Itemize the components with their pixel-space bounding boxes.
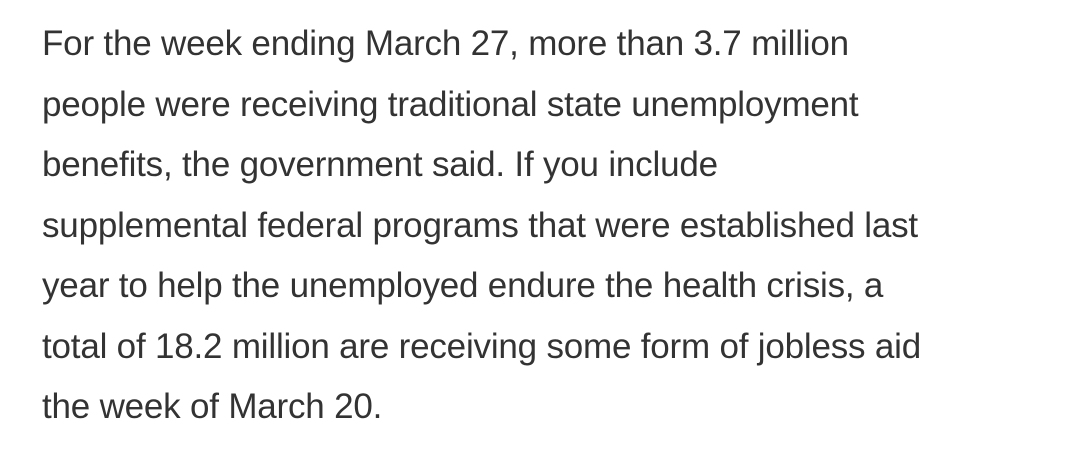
paragraph-line-3: benefits, the government said. If you in… bbox=[42, 145, 718, 184]
paragraph-line-1: For the week ending March 27, more than … bbox=[42, 24, 849, 63]
paragraph-line-4: supplemental federal programs that were … bbox=[42, 205, 918, 245]
article-paragraph: For the week ending March 27, more than … bbox=[42, 14, 1052, 438]
paragraph-line-5: year to help the unemployed endure the h… bbox=[42, 266, 884, 305]
article-body: For the week ending March 27, more than … bbox=[42, 14, 1052, 438]
paragraph-line-7: the week of March 20. bbox=[42, 387, 383, 426]
paragraph-line-2: people were receiving traditional state … bbox=[42, 84, 859, 124]
paragraph-line-6: total of 18.2 million are receiving some… bbox=[42, 326, 921, 366]
